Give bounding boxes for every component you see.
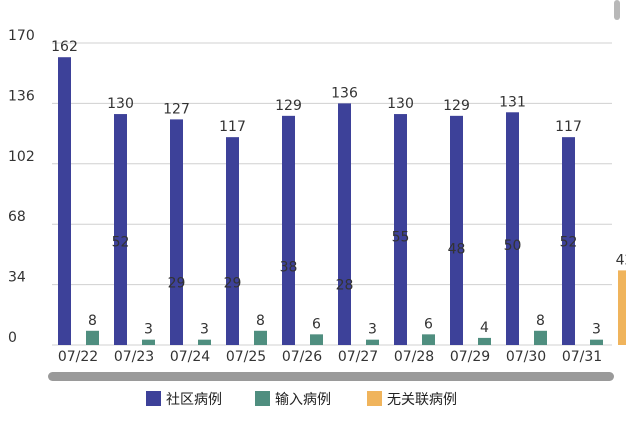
data-label: 3 bbox=[200, 322, 209, 338]
bar-07/29-1 bbox=[478, 337, 491, 345]
data-label: 28 bbox=[336, 277, 354, 293]
data-label: 127 bbox=[163, 101, 190, 117]
data-label: 117 bbox=[555, 119, 582, 135]
data-label: 3 bbox=[592, 322, 601, 338]
y-tick-label: 170 bbox=[8, 28, 35, 44]
y-tick-label: 136 bbox=[8, 88, 35, 104]
data-label: 162 bbox=[51, 39, 78, 55]
x-tick-label: 07/25 bbox=[226, 349, 266, 365]
data-label: 129 bbox=[443, 98, 470, 114]
data-label: 136 bbox=[331, 85, 358, 101]
legend-label: 输入病例 bbox=[275, 392, 331, 408]
bar-07/22-1 bbox=[86, 330, 99, 345]
data-label: 131 bbox=[499, 94, 526, 110]
x-tick-label: 07/23 bbox=[114, 349, 154, 365]
data-label: 52 bbox=[112, 235, 130, 251]
data-label: 38 bbox=[280, 259, 298, 275]
x-tick-label: 07/30 bbox=[506, 349, 546, 365]
data-label: 6 bbox=[312, 316, 321, 332]
bar-07/23-1 bbox=[142, 339, 155, 345]
data-label: 130 bbox=[387, 96, 414, 112]
y-axis: 0 34 68 102 136 170 bbox=[8, 28, 35, 346]
data-labels: 1628521303291273291178381296281363551306… bbox=[51, 39, 626, 337]
y-tick-label: 102 bbox=[8, 149, 35, 165]
legend-label: 社区病例 bbox=[166, 392, 222, 408]
data-label: 3 bbox=[144, 322, 153, 338]
horizontal-scrollbar[interactable] bbox=[48, 372, 614, 381]
data-label: 8 bbox=[256, 313, 265, 329]
x-tick-label: 07/24 bbox=[170, 349, 210, 365]
data-label: 29 bbox=[224, 275, 242, 291]
y-tick-label: 68 bbox=[8, 209, 26, 225]
bar-07/31-1 bbox=[590, 339, 603, 345]
bar-07/25-0 bbox=[226, 137, 239, 345]
data-label: 8 bbox=[536, 313, 545, 329]
bar-07/26-1 bbox=[310, 334, 323, 345]
data-label: 117 bbox=[219, 119, 246, 135]
bar-07/27-1 bbox=[366, 339, 379, 345]
bar-07/31-0 bbox=[562, 137, 575, 345]
bar-07/28-0 bbox=[394, 114, 407, 345]
x-tick-label: 07/28 bbox=[394, 349, 434, 365]
bar-07/24-1 bbox=[198, 339, 211, 345]
bars bbox=[58, 57, 626, 346]
legend-swatch-1 bbox=[255, 391, 270, 406]
bar-07/29-0 bbox=[450, 115, 463, 345]
bar-07/26-0 bbox=[282, 115, 295, 345]
data-label: 42 bbox=[616, 252, 626, 268]
y-tick-label: 34 bbox=[8, 270, 26, 286]
data-label: 130 bbox=[107, 96, 134, 112]
data-label: 8 bbox=[88, 313, 97, 329]
data-label: 6 bbox=[424, 316, 433, 332]
y-tick-label: 0 bbox=[8, 330, 17, 346]
bar-07/23-0 bbox=[114, 114, 127, 345]
x-tick-label: 07/31 bbox=[562, 349, 602, 365]
legend-swatch-2 bbox=[367, 391, 382, 406]
data-label: 48 bbox=[448, 242, 466, 258]
vertical-scrollbar[interactable] bbox=[614, 0, 620, 20]
bar-07/31-2 bbox=[618, 270, 626, 345]
bar-07/22-0 bbox=[58, 57, 71, 346]
bar-07/30-1 bbox=[534, 330, 547, 345]
bar-07/25-1 bbox=[254, 330, 267, 345]
data-label: 52 bbox=[560, 235, 578, 251]
data-label: 29 bbox=[168, 275, 186, 291]
legend-swatch-0 bbox=[146, 391, 161, 406]
legend: 社区病例 输入病例 无关联病例 bbox=[146, 391, 457, 408]
legend-label: 无关联病例 bbox=[387, 392, 457, 408]
data-label: 55 bbox=[392, 229, 410, 245]
x-axis: 07/22 07/23 07/24 07/25 07/26 07/27 07/28 07/29… bbox=[58, 349, 602, 365]
bar-07/30-0 bbox=[506, 112, 519, 346]
bar-07/28-1 bbox=[422, 334, 435, 345]
x-tick-label: 07/22 bbox=[58, 349, 98, 365]
x-tick-label: 07/29 bbox=[450, 349, 490, 365]
data-label: 129 bbox=[275, 98, 302, 114]
bar-07/24-0 bbox=[170, 119, 183, 345]
data-label: 50 bbox=[504, 238, 522, 254]
x-tick-label: 07/26 bbox=[282, 349, 322, 365]
x-tick-label: 07/27 bbox=[338, 349, 378, 365]
data-label: 3 bbox=[368, 322, 377, 338]
data-label: 4 bbox=[480, 320, 489, 336]
bar-07/27-0 bbox=[338, 103, 351, 346]
